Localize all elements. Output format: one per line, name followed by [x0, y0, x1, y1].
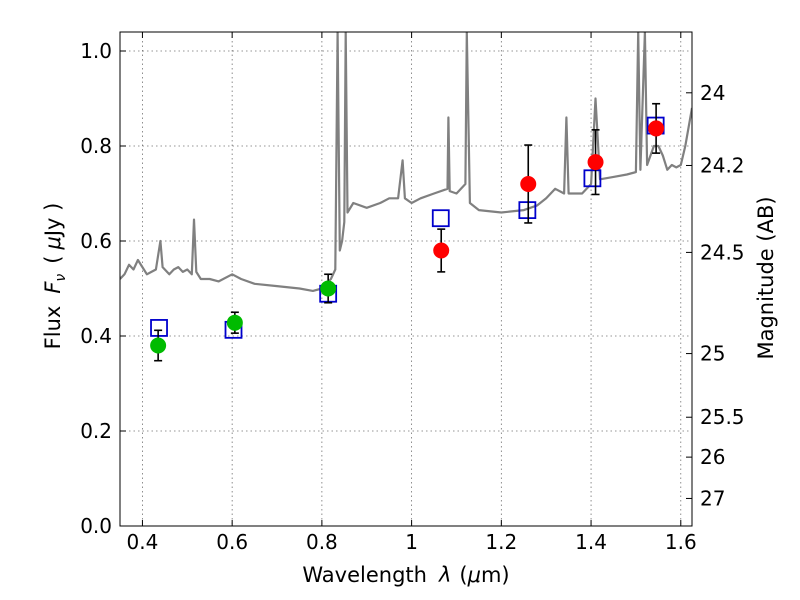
data-markers	[150, 102, 665, 362]
photometry-point	[320, 280, 337, 297]
spectrum-series	[120, 32, 692, 292]
x-tick-label: 1	[405, 530, 418, 554]
axis-ticks: 0.4 0.6 0.8 1 1.2 1.4 1.6 0.0 0.2 0.4 0.6 0.8 1.0 24 2…	[80, 32, 745, 554]
model-square-marker	[518, 201, 537, 220]
photometry-point	[433, 242, 450, 259]
photometry-point	[648, 120, 665, 137]
model-square-marker	[431, 209, 450, 228]
y-axis-title-unit-rest: Jy )	[41, 203, 65, 239]
spectrum-line	[120, 32, 692, 292]
y-axis-title: Flux Fν ( μJy )	[41, 203, 69, 350]
y-tick-label: 0.8	[80, 134, 112, 158]
x-tick-label: 1.2	[485, 530, 517, 554]
y-axis-title-unit-mu: μ	[41, 236, 65, 250]
photometry-point	[150, 337, 167, 354]
x-axis-title: Wavelength λ (μm)	[302, 563, 509, 587]
plot-frame	[119, 31, 693, 527]
x-axis-title-unit-open: (	[459, 563, 467, 587]
model-square-marker	[583, 169, 602, 188]
x-axis-title-unit-rest: m)	[481, 563, 510, 587]
photometry-point	[520, 176, 537, 192]
x-axis-title-symbol: λ	[438, 563, 451, 587]
x-tick-label: 0.4	[127, 530, 159, 554]
y-tick-label: 1.0	[80, 39, 112, 63]
y-axis-title-unit-open: (	[41, 256, 65, 264]
model-square-marker	[150, 319, 168, 337]
y-tick-label: 0.4	[80, 324, 112, 348]
y2-tick-label: 24	[700, 81, 725, 105]
y-tick-label: 0.6	[80, 229, 112, 253]
y2-axis-title: Magnitude (AB)	[754, 196, 778, 359]
y2-tick-label: 24.2	[700, 153, 745, 177]
y2-tick-label: 24.5	[700, 240, 745, 264]
y2-tick-label: 27	[700, 486, 725, 510]
y2-tick-label: 25	[700, 342, 725, 366]
x-tick-label: 0.8	[306, 530, 338, 554]
y-axis-title-text: Flux	[41, 306, 65, 350]
x-tick-label: 0.6	[216, 530, 248, 554]
y-axis-title-symbol: F	[41, 281, 65, 294]
y-tick-label: 0.2	[80, 419, 112, 443]
x-axis-title-unit-mu: μ	[467, 563, 481, 587]
photometry-point	[587, 154, 604, 171]
y-tick-label: 0.0	[80, 514, 112, 538]
y2-tick-label: 26	[700, 445, 725, 469]
x-tick-label: 1.4	[575, 530, 607, 554]
y2-tick-label: 25.5	[700, 405, 745, 429]
photometry-point	[226, 314, 243, 331]
x-tick-label: 1.6	[665, 530, 697, 554]
x-axis-title-text: Wavelength	[302, 563, 427, 587]
y-axis-title-sub: ν	[53, 274, 69, 282]
